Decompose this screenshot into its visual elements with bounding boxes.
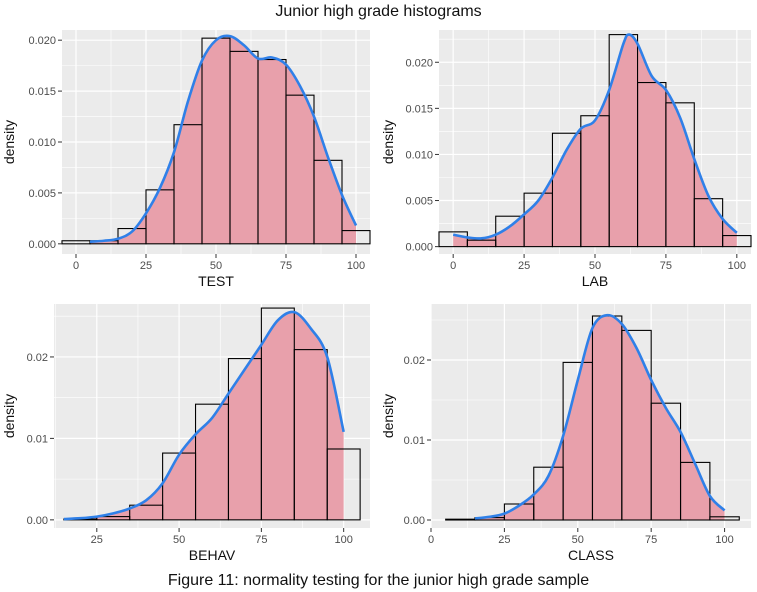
histogram-bin <box>445 518 476 521</box>
histogram-panel-lab: 0 25 50 75 100 0.000 0.005 0.010 0.015 0.020 LAB de… <box>380 30 752 289</box>
y-tick-label: 0.005 <box>405 196 433 208</box>
y-tick-label: 0.00 <box>27 515 48 527</box>
histogram-panel-test: 0 25 50 75 100 0.000 0.005 0.010 0.015 0.020 TEST d… <box>1 30 371 289</box>
x-tick-label: 50 <box>210 260 222 272</box>
y-tick-label: 0.01 <box>27 433 48 445</box>
y-tick-label: 0.000 <box>28 239 56 251</box>
y-axis-title: density <box>380 120 396 164</box>
density-curve <box>474 313 726 520</box>
x-tick-label: 0 <box>73 260 79 272</box>
histogram-bin <box>293 349 328 521</box>
histogram-bin <box>722 235 752 248</box>
y-tick-label: 0.02 <box>404 355 425 367</box>
figure-title: Junior high grade histograms <box>275 3 482 20</box>
x-axis-title: LAB <box>582 273 608 289</box>
y-tick-label: 0.01 <box>404 435 425 447</box>
y-tick-label: 0.005 <box>28 188 56 200</box>
x-tick-label: 50 <box>589 260 601 272</box>
y-tick-label: 0.015 <box>28 86 56 98</box>
y-tick-label: 0.020 <box>405 57 433 69</box>
x-tick-label: 0 <box>428 534 434 546</box>
y-tick-label: 0.010 <box>28 137 56 149</box>
x-tick-label: 100 <box>715 534 733 546</box>
x-tick-label: 25 <box>518 260 530 272</box>
histogram-bin <box>341 230 371 245</box>
density-curve <box>452 33 738 240</box>
x-tick-label: 75 <box>280 260 292 272</box>
x-tick-label: 25 <box>140 260 152 272</box>
histogram-bin <box>709 516 740 521</box>
x-tick-label: 25 <box>498 534 510 546</box>
x-tick-label: 75 <box>255 534 267 546</box>
x-tick-label: 50 <box>173 534 185 546</box>
y-tick-label: 0.000 <box>405 242 433 254</box>
x-tick-label: 100 <box>347 260 365 272</box>
x-tick-label: 100 <box>728 260 746 272</box>
y-tick-label: 0.020 <box>28 35 56 47</box>
histogram-panel-behav: 25 50 75 100 0.00 0.01 0.02 BEHAV density <box>1 304 370 563</box>
x-tick-label: 100 <box>334 534 352 546</box>
density-area <box>63 311 344 520</box>
x-axis-title: TEST <box>198 273 234 289</box>
figure-caption: Figure 11: normality testing for the jun… <box>167 572 590 589</box>
x-axis-title: CLASS <box>568 547 614 563</box>
histogram-bin <box>650 402 682 521</box>
histogram-bin <box>665 102 695 248</box>
x-tick-label: 0 <box>450 260 456 272</box>
density-area <box>90 35 356 244</box>
histogram-panel-class: 0 25 50 75 100 0.00 0.01 0.02 CLASS density <box>380 304 751 563</box>
y-axis-title: density <box>1 394 17 438</box>
y-tick-label: 0.02 <box>27 352 48 364</box>
y-axis-title: density <box>380 394 396 438</box>
histogram-bin <box>438 231 468 248</box>
y-tick-label: 0.010 <box>405 149 433 161</box>
y-tick-label: 0.015 <box>405 103 433 115</box>
density-curve <box>89 34 358 244</box>
density-curve <box>63 310 345 521</box>
x-axis-title: BEHAV <box>189 547 236 563</box>
y-tick-label: 0.00 <box>404 515 425 527</box>
y-axis-title: density <box>1 120 17 164</box>
x-tick-label: 25 <box>91 534 103 546</box>
x-tick-label: 75 <box>645 534 657 546</box>
x-tick-label: 50 <box>572 534 584 546</box>
x-tick-label: 75 <box>660 260 672 272</box>
histogram-bin <box>326 448 361 521</box>
density-area <box>475 315 725 520</box>
